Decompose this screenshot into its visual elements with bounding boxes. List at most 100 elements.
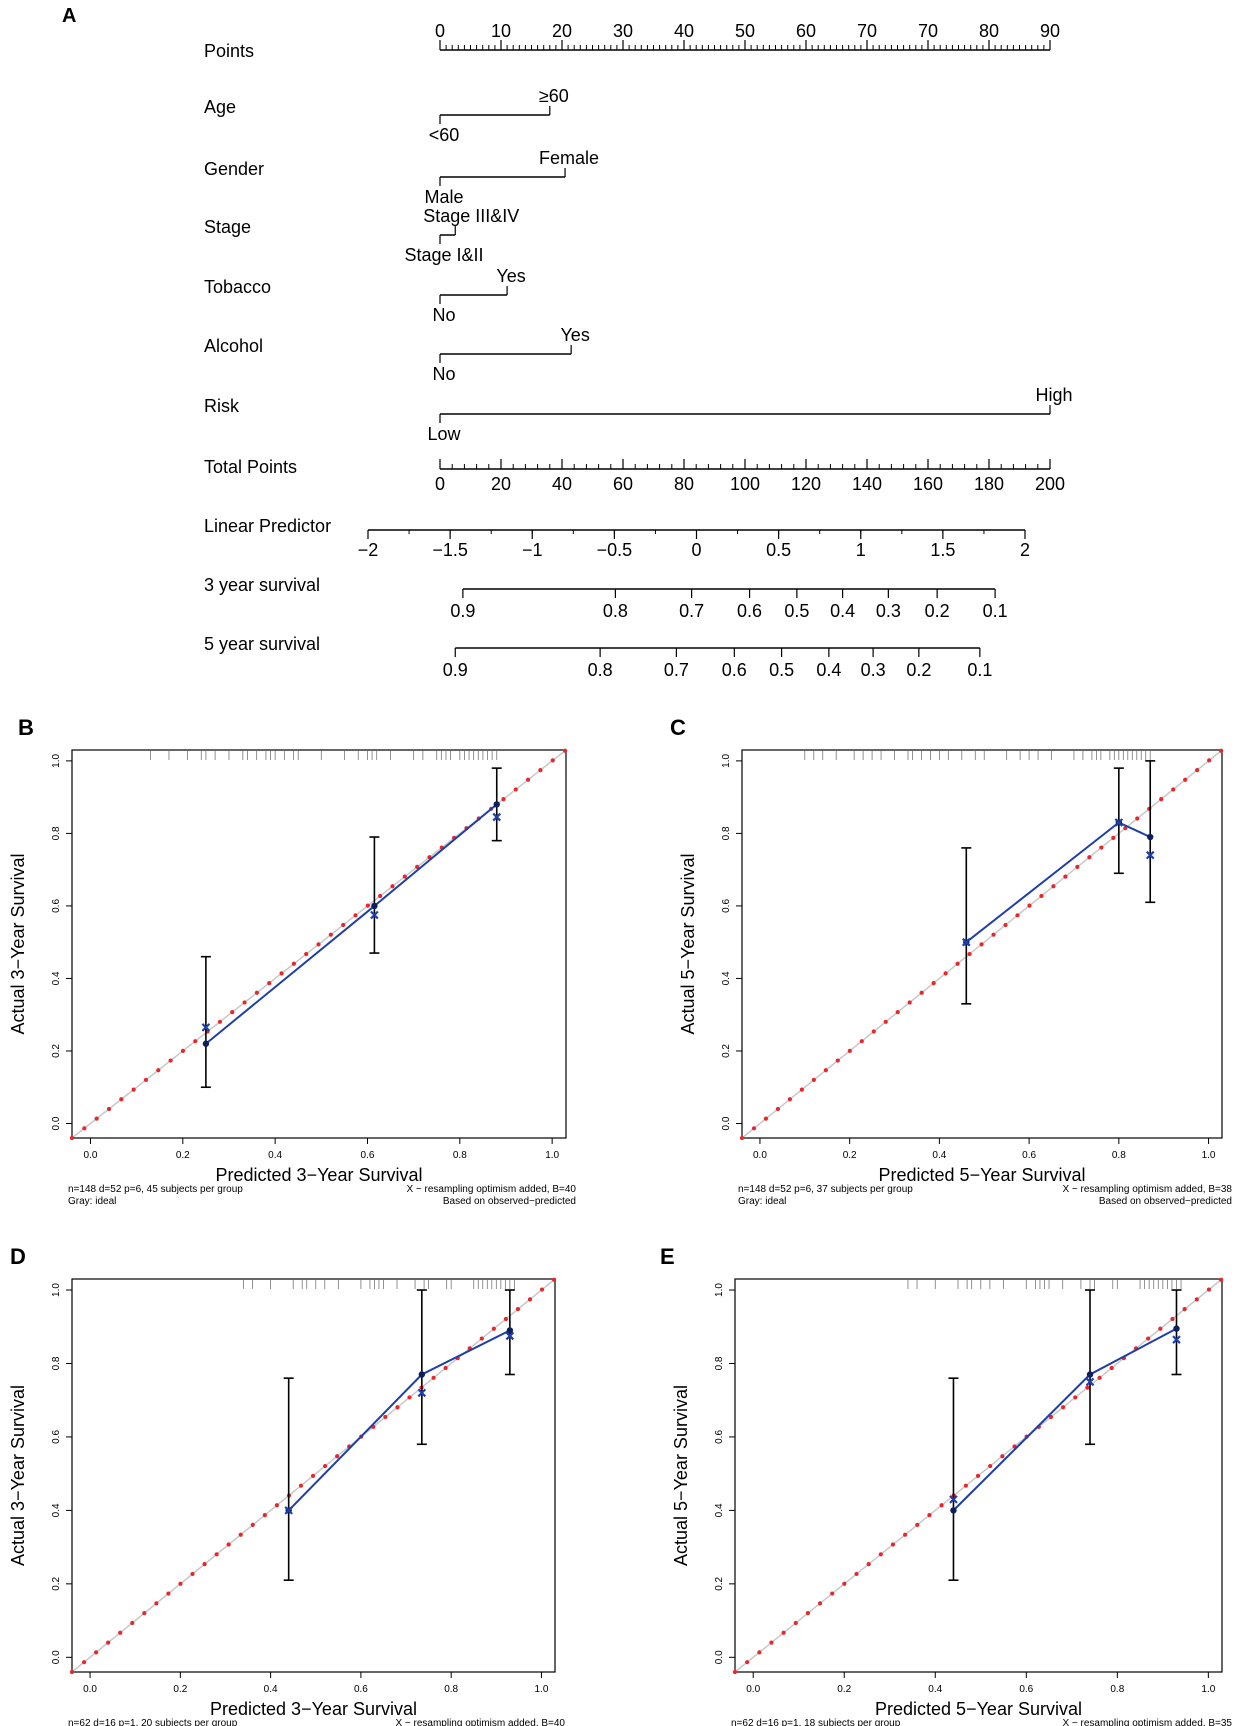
y-tick-label: 0.4 [714, 1503, 725, 1517]
ideal-dot [491, 1326, 496, 1331]
tick-label: 120 [791, 474, 821, 494]
ideal-dot [842, 1581, 847, 1586]
ideal-dot [501, 797, 506, 802]
x-tick-label: 0.4 [268, 1150, 282, 1161]
ideal-dot [979, 942, 984, 947]
tick-label: 1 [856, 540, 866, 560]
corrected-point [1145, 850, 1155, 860]
plot-frame [734, 1278, 1223, 1673]
tick-label: 20 [552, 21, 572, 41]
row-label-risk: Risk [204, 396, 240, 416]
y-tick-label: 0.6 [51, 1430, 62, 1444]
tick-label: 2 [1020, 540, 1030, 560]
ideal-dot [1051, 884, 1056, 889]
tick-label: −2 [358, 540, 379, 560]
ideal-dot [407, 1395, 412, 1400]
footnote-right-2: Based on observed−predicted [443, 1196, 576, 1207]
panel-letter-c: C [670, 715, 686, 740]
ideal-dot [298, 1483, 304, 1488]
ideal-dot [967, 951, 972, 957]
ideal-dot [895, 1010, 900, 1015]
y-tick-label: 0.6 [51, 899, 62, 913]
observed-point [1086, 1371, 1094, 1378]
ideal-dot [267, 980, 272, 986]
ideal-dot [1003, 922, 1008, 928]
footnote-left-1: n=148 d=52 p=6, 37 subjects per group [738, 1184, 913, 1195]
y-tick-label: 1.0 [714, 1283, 725, 1297]
ideal-dot [262, 1512, 267, 1518]
footnote-right-1: X − resampling optimism added, B=40 [395, 1718, 565, 1726]
ideal-dot [919, 990, 924, 995]
x-tick-label: 0.2 [173, 1684, 187, 1695]
ideal-dot [1015, 913, 1020, 918]
y-axis-title: Actual 5−Year Survival [671, 1385, 691, 1566]
x-tick-label: 0.4 [932, 1150, 946, 1161]
ideal-dot [550, 758, 555, 763]
ideal-dot [365, 903, 370, 908]
tick-label: 0.3 [876, 601, 901, 621]
ideal-dot [751, 1126, 757, 1131]
calibration-panel-d: D 0.0 0.2 0.4 0.6 0.8 1.0 0.0 0.2 0.4 0.6 0.8 1.0 Pre… [8, 1244, 565, 1726]
ideal-dot [69, 1669, 75, 1675]
x-tick-label: 0.0 [83, 1684, 97, 1695]
nomogram-row-5-year-survival: 5 year survival 0.9 0.8 0.7 0.6 0.5 0.4 0.3 0.2 0… [204, 634, 992, 680]
ideal-dot [1218, 1277, 1224, 1282]
ideal-dot [915, 1522, 920, 1528]
tick-label: 20 [491, 474, 511, 494]
ideal-dot [106, 1640, 111, 1645]
y-axis-title: Actual 5−Year Survival [678, 854, 698, 1035]
tick-label: 0.9 [450, 601, 475, 621]
nomogram-row-risk: Risk Low High [204, 385, 1073, 444]
ideal-dot [180, 1048, 186, 1053]
ideal-dot [866, 1562, 871, 1567]
row-label-age: Age [204, 97, 236, 117]
corrected-point [1114, 818, 1124, 827]
ideal-dot [1000, 1454, 1005, 1459]
ideal-dot [118, 1630, 123, 1635]
panel-letter-b: B [18, 715, 34, 740]
apparent-line [952, 1327, 1177, 1512]
ideal-dot [106, 1106, 112, 1112]
nomogram-row-linear-predictor: Linear Predictor −2 −1.5 −1 −0.5 0 0.5 1 1.5 2 [204, 516, 1030, 560]
ideal-dot [1109, 1365, 1114, 1371]
x-axis-title: Predicted 5−Year Survival [875, 1699, 1082, 1719]
y-tick-label: 0.0 [51, 1650, 62, 1664]
ideal-dot [341, 922, 346, 928]
ideal-dot [907, 1000, 912, 1005]
corrected-point [949, 1495, 958, 1504]
ideal-dot [479, 1336, 484, 1341]
tick-label: 0.3 [861, 660, 886, 680]
ideal-dot [539, 1287, 545, 1292]
ideal-dot [1146, 1336, 1151, 1341]
observed-point [1173, 1325, 1180, 1332]
x-axis-title: Predicted 5−Year Survival [879, 1165, 1086, 1185]
ideal-dot [878, 1552, 883, 1557]
level-label-high: Yes [560, 325, 589, 345]
ideal-dot [316, 942, 321, 947]
tick-label: 0.7 [664, 660, 689, 680]
observed-point [493, 801, 500, 808]
y-tick-label: 0.6 [714, 1430, 725, 1444]
tick-label: 80 [979, 21, 999, 41]
level-label-low: Stage I&II [404, 245, 483, 265]
tick-label: 200 [1035, 474, 1065, 494]
level-label-low: No [432, 305, 455, 325]
row-label-5-year-survival: 5 year survival [204, 634, 320, 654]
ideal-dot [835, 1058, 840, 1063]
tick-label: 0.2 [925, 601, 950, 621]
ideal-dot [847, 1048, 852, 1053]
ideal-dot [1075, 864, 1080, 870]
tick-label: 0.2 [906, 660, 931, 680]
level-label-high: Yes [496, 266, 525, 286]
ideal-dot [383, 1414, 388, 1420]
y-tick-label: 0.2 [714, 1576, 725, 1590]
x-tick-label: 1.0 [1202, 1150, 1216, 1161]
plot-frame [71, 749, 567, 1139]
ideal-dot [883, 1019, 888, 1024]
x-tick-label: 0.4 [264, 1684, 278, 1695]
level-label-high: Female [539, 148, 599, 168]
y-tick-label: 0.4 [721, 971, 732, 985]
corrected-point [962, 937, 971, 947]
x-tick-label: 0.4 [928, 1684, 942, 1695]
ideal-dot [166, 1591, 171, 1596]
